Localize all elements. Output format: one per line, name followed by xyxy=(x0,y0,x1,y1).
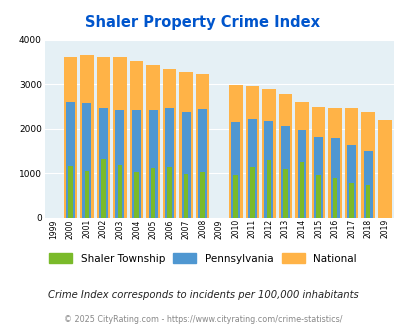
Bar xyxy=(344,108,358,218)
Bar xyxy=(297,130,306,218)
Bar xyxy=(82,103,91,218)
Bar xyxy=(330,138,339,218)
Bar xyxy=(63,56,77,218)
Bar xyxy=(198,109,207,218)
Bar xyxy=(294,102,308,218)
Bar xyxy=(247,119,256,218)
Bar xyxy=(115,110,124,218)
Bar xyxy=(264,121,273,218)
Bar xyxy=(179,72,192,218)
Bar xyxy=(365,185,370,218)
Bar xyxy=(346,145,355,218)
Text: Crime Index corresponds to incidents per 100,000 inhabitants: Crime Index corresponds to incidents per… xyxy=(47,290,358,300)
Text: Shaler Property Crime Index: Shaler Property Crime Index xyxy=(85,15,320,30)
Bar xyxy=(165,108,174,218)
Bar xyxy=(66,102,75,218)
Bar xyxy=(101,158,105,218)
Bar xyxy=(167,167,171,218)
Bar xyxy=(129,61,143,218)
Bar xyxy=(262,89,275,218)
Bar xyxy=(113,57,126,218)
Bar xyxy=(231,121,240,218)
Bar xyxy=(200,172,205,218)
Bar xyxy=(299,162,303,218)
Bar xyxy=(132,110,141,218)
Bar xyxy=(183,174,188,218)
Bar xyxy=(360,112,374,218)
Bar xyxy=(311,107,324,218)
Bar xyxy=(150,168,155,218)
Bar xyxy=(377,120,390,218)
Bar xyxy=(278,94,292,218)
Bar xyxy=(162,69,176,218)
Bar xyxy=(181,112,190,218)
Bar xyxy=(313,137,322,218)
Bar xyxy=(68,166,72,218)
Text: © 2025 CityRating.com - https://www.cityrating.com/crime-statistics/: © 2025 CityRating.com - https://www.city… xyxy=(64,315,341,324)
Bar xyxy=(80,55,94,218)
Bar xyxy=(280,126,289,218)
Bar xyxy=(315,175,320,218)
Bar xyxy=(363,151,372,218)
Bar xyxy=(146,65,160,218)
Bar xyxy=(348,183,353,218)
Bar xyxy=(282,169,287,218)
Bar xyxy=(228,85,242,218)
Bar xyxy=(196,74,209,218)
Bar xyxy=(84,171,89,218)
Bar xyxy=(245,86,258,218)
Bar xyxy=(328,108,341,218)
Bar xyxy=(233,175,237,218)
Bar xyxy=(266,160,271,218)
Bar xyxy=(249,167,254,218)
Bar xyxy=(148,110,157,218)
Bar xyxy=(96,56,110,218)
Bar xyxy=(332,178,337,218)
Bar xyxy=(134,172,139,218)
Bar xyxy=(117,165,122,218)
Bar xyxy=(99,108,108,218)
Legend: Shaler Township, Pennsylvania, National: Shaler Township, Pennsylvania, National xyxy=(49,253,356,264)
